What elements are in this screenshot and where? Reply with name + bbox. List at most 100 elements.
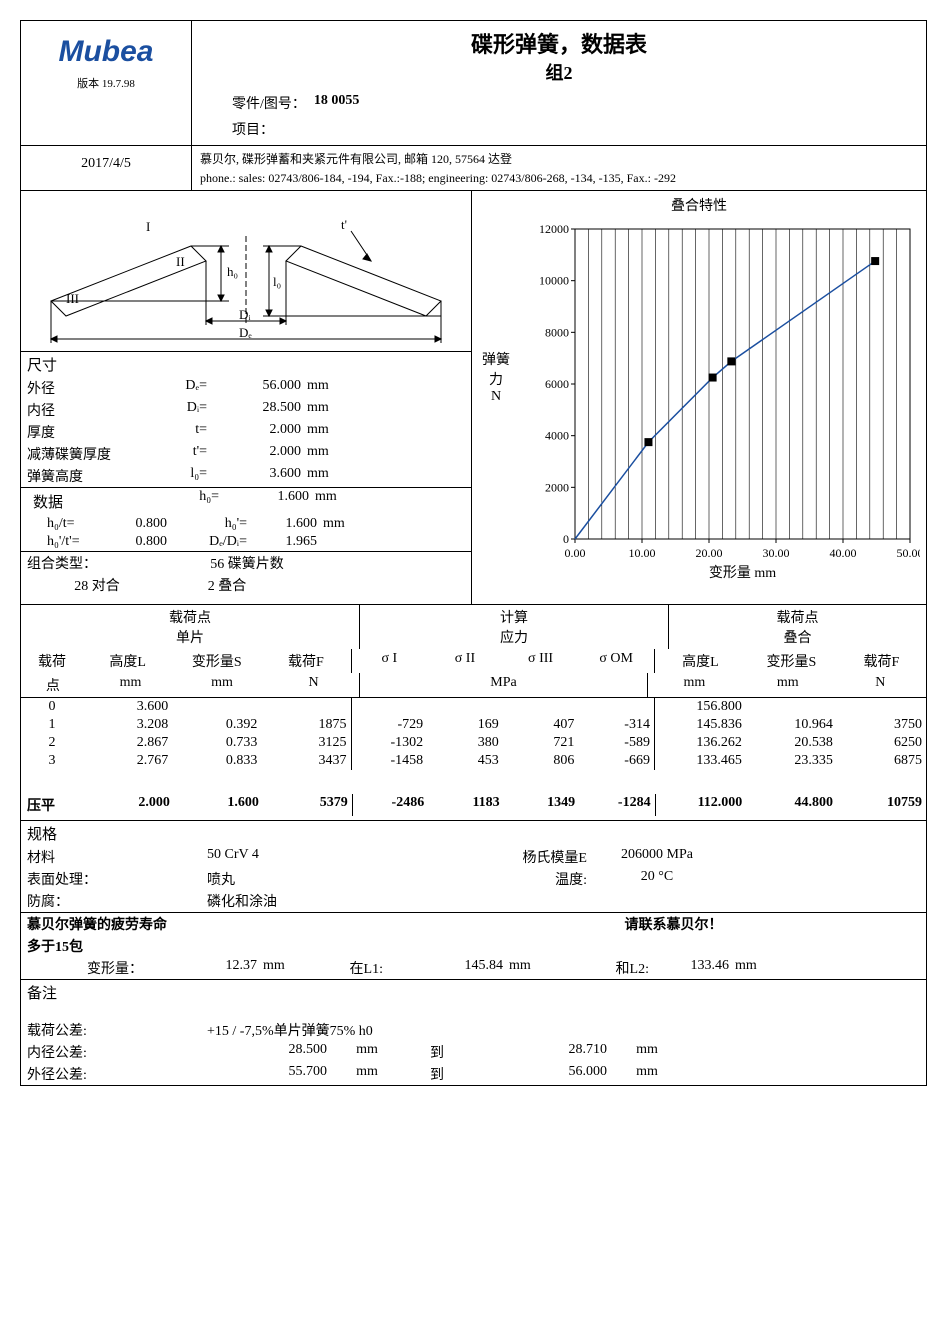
deform-label: 变形量： — [27, 958, 197, 978]
col-header: 载荷 — [21, 649, 83, 673]
dim-row: 内径 Dᵢ= 28.500 mm — [21, 399, 471, 421]
l2-val: 133.46 — [649, 958, 729, 978]
dim-label: 外径 — [27, 378, 147, 398]
group3-head1: 载荷点 — [673, 607, 922, 627]
table-cell — [427, 698, 503, 716]
dim-val: 2.000 — [211, 422, 307, 442]
diagram-label-l0: l₀ — [273, 274, 281, 289]
table-cell: 2.867 — [83, 734, 172, 752]
dim-label: 厚度 — [27, 422, 147, 442]
svg-text:8000: 8000 — [545, 325, 569, 339]
svg-text:20.00: 20.00 — [696, 546, 723, 560]
col-header: 点 — [21, 673, 85, 697]
chart-title: 叠合特性 — [472, 191, 926, 219]
modulus-value: 206000 MPa — [587, 847, 727, 867]
svg-text:12000: 12000 — [539, 222, 569, 236]
dim-val: 3.600 — [211, 466, 307, 486]
data-section: 数据 h₀= 1.600 mm h₀/t= 0.800 h₀'= 1.600 m… — [21, 487, 471, 551]
chart-yunit: N — [472, 389, 520, 405]
table-cell: 1 — [21, 716, 83, 734]
corrosion-value: 磷化和涂油 — [207, 891, 427, 911]
dim-sym: l₀= — [147, 466, 211, 486]
table-cell: 721 — [503, 734, 579, 752]
table-cell: 44.800 — [746, 794, 837, 816]
cross-section-diagram: I II III h₀ l₀ t' Dᵢ Dₑ — [21, 191, 471, 352]
table-cell — [837, 698, 926, 716]
table-cell: 20.538 — [746, 734, 837, 752]
table-cell: 156.800 — [655, 698, 746, 716]
dim-sym: t= — [147, 422, 211, 442]
part-label: 零件/图号： — [232, 93, 306, 113]
table-cell: 1875 — [261, 716, 351, 734]
data-head: 数据 — [27, 489, 159, 514]
chart-ylabel2: 力 — [472, 369, 520, 389]
and-l2-label: 和L2: — [549, 958, 649, 978]
dim-sym: Dₑ= — [147, 378, 211, 398]
table-cell: 6250 — [837, 734, 926, 752]
combo-section: 组合类型： 56 碟簧片数 28 对合 2 叠合 — [21, 551, 471, 596]
group2-head2: 应力 — [364, 627, 664, 647]
table-cell: 2 — [21, 734, 83, 752]
table-row: 32.7670.8333437-1458453806-669133.46523.… — [21, 752, 926, 770]
col-header: mm — [85, 673, 177, 697]
l2-unit: mm — [729, 958, 775, 978]
table-cell: -1284 — [579, 794, 655, 816]
dim-unit: mm — [307, 400, 347, 420]
fatigue-more: 多于15包 — [27, 936, 83, 956]
dim-row: 减薄碟簧厚度 t'= 2.000 mm — [21, 443, 471, 465]
group1-head1: 载荷点 — [25, 607, 355, 627]
od-unit2: mm — [607, 1064, 687, 1084]
load-table-rows: 03.600156.80013.2080.3921875-729169407-3… — [21, 698, 926, 770]
group-title: 组2 — [192, 59, 926, 89]
col-header: σ III — [503, 649, 579, 673]
company-name: 慕贝尔, 碟形弹蓄和夹紧元件有限公司, 邮箱 120, 57564 达登 — [200, 150, 918, 167]
data-row: h₀'/t'= 0.800 Dₑ/Dᵢ= 1.965 — [21, 533, 471, 551]
svg-text:4000: 4000 — [545, 429, 569, 443]
table-cell: 23.335 — [746, 752, 837, 770]
fatigue-contact: 请联系慕贝尔！ — [427, 914, 920, 934]
col-header: 载荷F — [837, 649, 926, 673]
table-cell — [746, 698, 837, 716]
table-cell: 6875 — [837, 752, 926, 770]
version-value: 19.7.98 — [102, 78, 135, 90]
table-cell: 145.836 — [655, 716, 746, 734]
dim-label: 内径 — [27, 400, 147, 420]
material-label: 材料 — [27, 847, 207, 867]
data-top-unit: mm — [315, 489, 355, 514]
table-cell: -1458 — [352, 752, 428, 770]
data-v2: 1.600 — [247, 516, 323, 532]
combo-head: 组合类型： — [27, 553, 167, 573]
col-header: 变形量S — [746, 649, 837, 673]
info-row: 2017/4/5 慕贝尔, 碟形弹蓄和夹紧元件有限公司, 邮箱 120, 575… — [21, 146, 926, 191]
surface-value: 喷丸 — [207, 869, 427, 889]
title: 碟形弹簧，数据表 — [192, 21, 926, 59]
table-cell: 380 — [427, 734, 503, 752]
od-low: 55.700 — [207, 1064, 327, 1084]
table-cell: 0.392 — [172, 716, 261, 734]
table-cell: 压平 — [21, 794, 85, 816]
col-header: mm — [648, 673, 741, 697]
table-cell: 169 — [427, 716, 503, 734]
material-value: 50 CrV 4 — [207, 847, 427, 867]
header-right: 碟形弹簧，数据表 组2 零件/图号： 18 0055 项目： — [192, 21, 926, 145]
l1-val: 145.84 — [383, 958, 503, 978]
table-cell: 3 — [21, 752, 83, 770]
table-cell: 10759 — [837, 794, 926, 816]
table-cell: 3750 — [837, 716, 926, 734]
group2-head1: 计算 — [364, 607, 664, 627]
data-u2 — [323, 534, 363, 550]
temp-label: 温度: — [427, 869, 587, 889]
table-cell: 5379 — [263, 794, 353, 816]
diagram-svg: I II III h₀ l₀ t' Dᵢ Dₑ — [21, 191, 471, 351]
data-l1: h₀/t= — [27, 516, 107, 532]
chart-ylabel: 弹簧 力 N — [472, 219, 520, 604]
dim-val: 2.000 — [211, 444, 307, 464]
table-cell: -669 — [578, 752, 655, 770]
table-cell — [352, 698, 428, 716]
od-tol-label: 外径公差: — [27, 1064, 207, 1084]
svg-text:50.00: 50.00 — [897, 546, 921, 560]
dim-unit: mm — [307, 422, 347, 442]
data-l1: h₀'/t'= — [27, 534, 107, 550]
dim-val: 28.500 — [211, 400, 307, 420]
dim-label: 弹簧高度 — [27, 466, 147, 486]
